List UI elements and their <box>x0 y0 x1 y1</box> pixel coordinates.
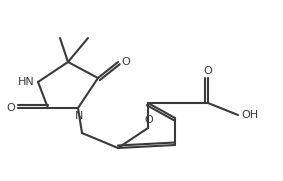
Text: N: N <box>75 111 83 121</box>
Text: O: O <box>121 57 130 67</box>
Text: O: O <box>6 103 15 113</box>
Text: OH: OH <box>241 110 258 120</box>
Text: O: O <box>204 66 212 76</box>
Text: O: O <box>145 115 153 125</box>
Text: HN: HN <box>18 77 35 87</box>
